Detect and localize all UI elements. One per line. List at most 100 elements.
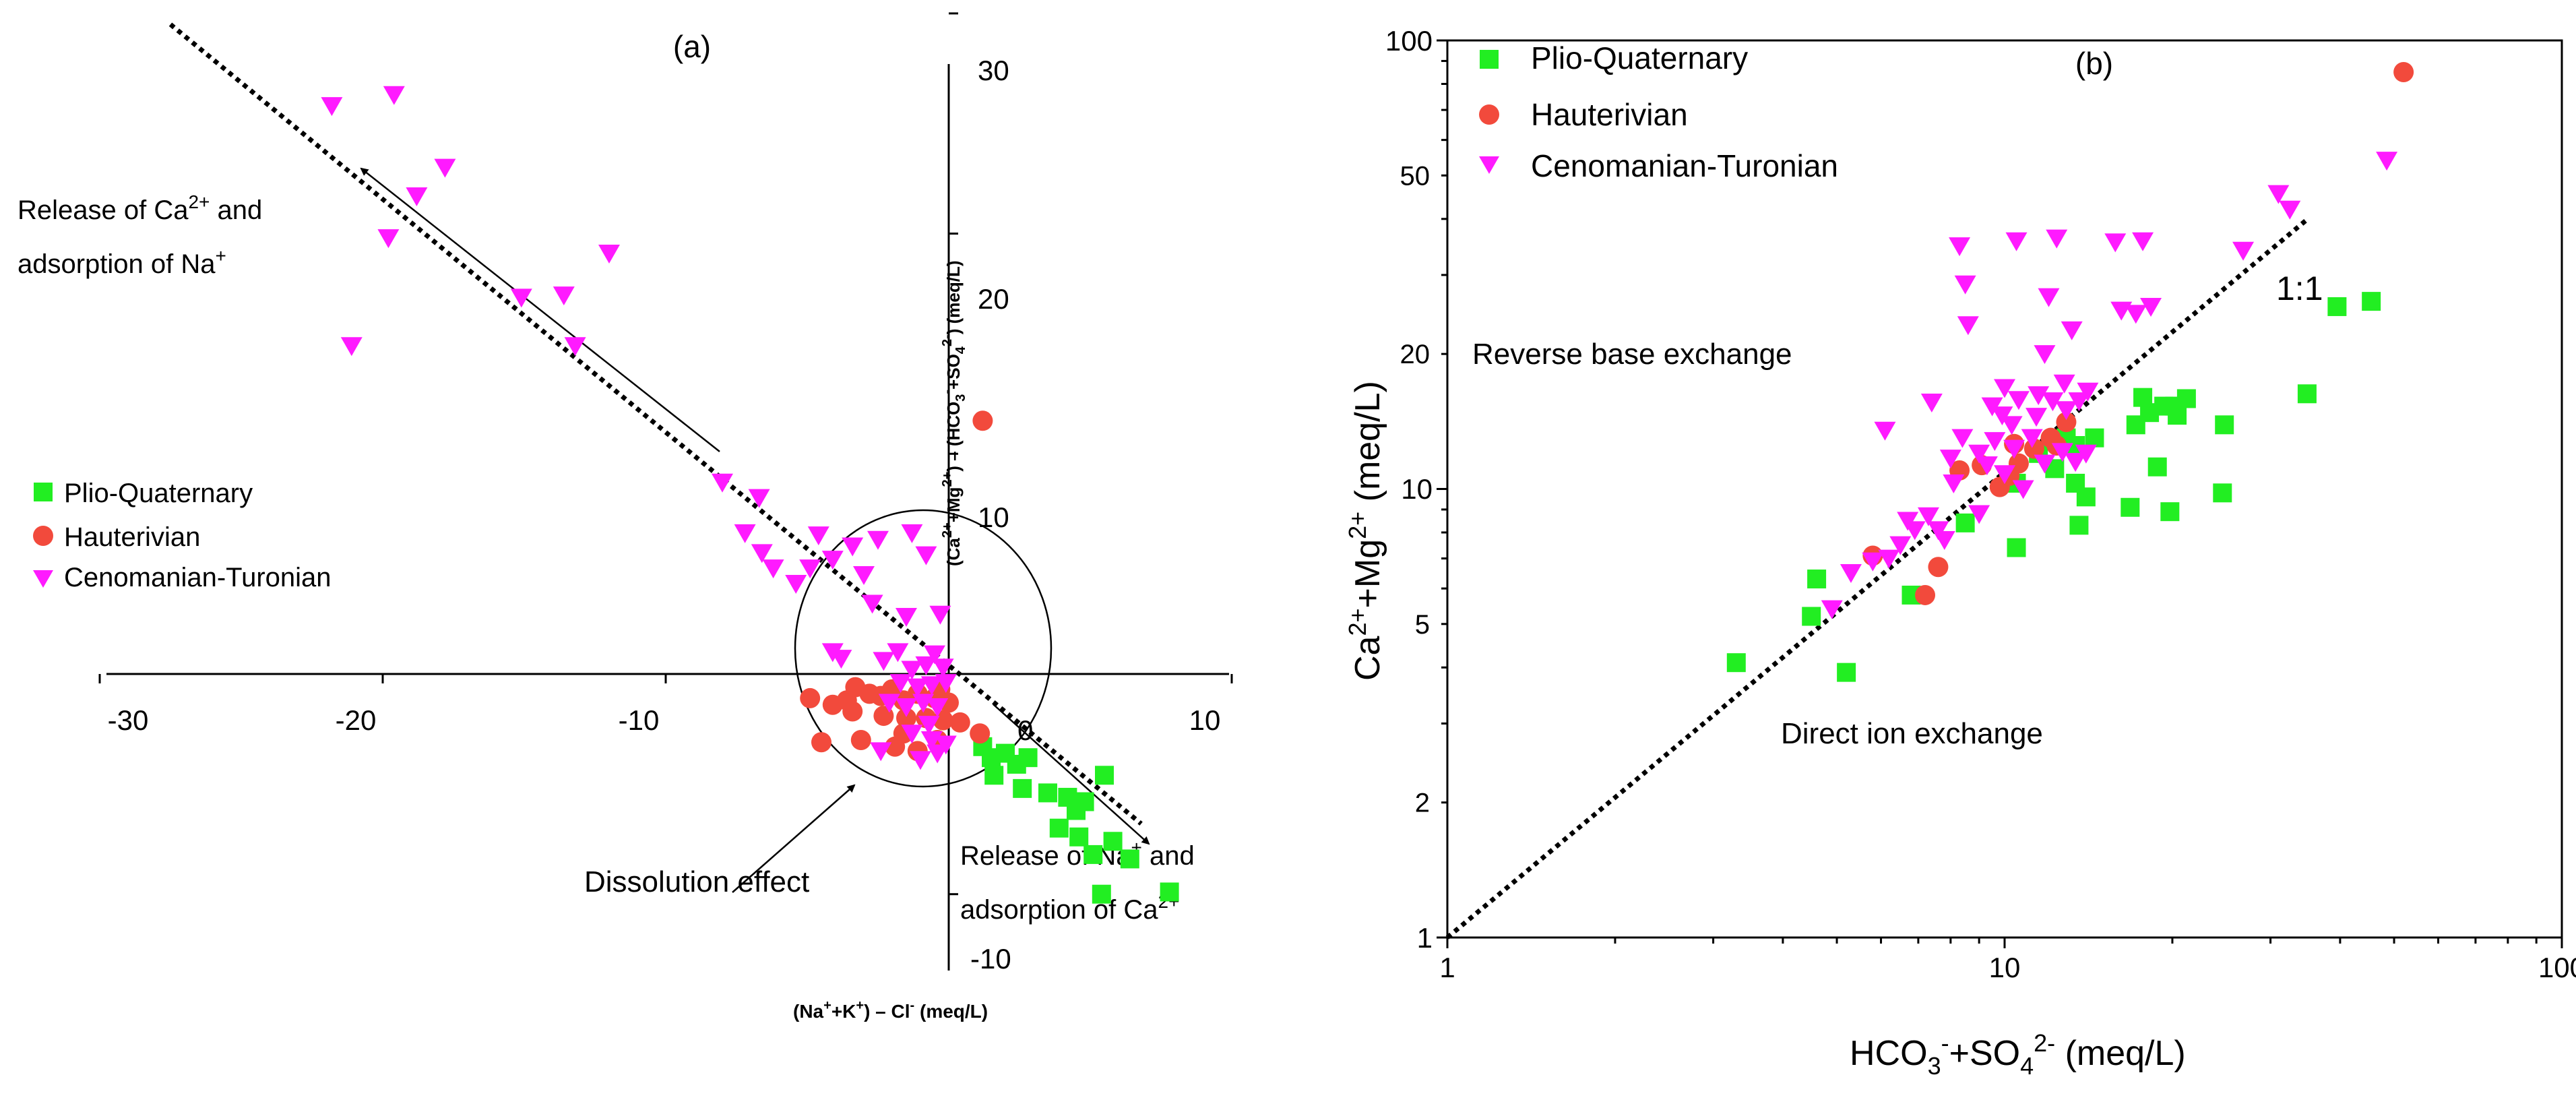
data-point-triangle-down [2376, 152, 2398, 171]
panel-a-dissolution-ellipse [794, 509, 1053, 788]
data-point-square [2133, 388, 2153, 407]
panel-b: (b) 2 5 20 50 1 10 100 100 10 1 HCO3-+SO42-… [1344, 25, 2576, 1080]
panel-a-x-tick-label: -20 [336, 704, 377, 736]
data-point-triangle-down [2068, 392, 2090, 412]
data-point-triangle-down [1994, 465, 2015, 485]
panel-b-one-to-one-line [1445, 217, 2310, 940]
data-point-square [1049, 818, 1069, 838]
data-point-triangle-down [1933, 531, 1955, 551]
data-point-triangle-down [1904, 521, 1926, 541]
panel-a-label: (a) [673, 29, 711, 64]
legend-marker-triangle [1479, 156, 1499, 174]
panel-a-arrow-release-na [993, 704, 1150, 845]
panel-a-y-tick-label: 20 [978, 283, 1009, 315]
data-point-square [1013, 778, 1032, 798]
data-point-triangle-down [564, 337, 586, 357]
data-point-triangle-down [918, 716, 940, 735]
data-point-triangle-down [2132, 232, 2154, 251]
data-point-square [1802, 607, 1821, 626]
data-point-square [2147, 457, 2167, 477]
data-point-triangle-down [553, 286, 575, 306]
panel-b-y-tick-label: 1 [1417, 922, 1433, 954]
legend-marker-circle [1479, 104, 1499, 125]
data-point-triangle-down [1976, 456, 1998, 476]
data-point-square [2213, 483, 2232, 503]
panel-a-points [321, 86, 1179, 904]
data-point-triangle-down [340, 337, 363, 357]
data-point-triangle-down [2053, 374, 2075, 394]
data-point-triangle-down [889, 674, 912, 694]
panel-a-annotation-dissolution: Dissolution effect [584, 865, 809, 898]
data-point-triangle-down [1878, 549, 1900, 569]
data-point-square [1837, 663, 1856, 682]
panel-a-y-tick-label: -10 [970, 943, 1011, 975]
data-point-circle [2023, 438, 2044, 459]
panel-b-annotation-reverse: Reverse base exchange [1472, 338, 1792, 371]
data-point-triangle-down [1862, 552, 1884, 572]
data-point-triangle-down [1968, 444, 1990, 464]
data-point-triangle-down [321, 97, 343, 117]
data-point-triangle-down [901, 725, 923, 744]
panel-a-annotation-adsorption-na: adsorption of Na+ [18, 245, 226, 279]
data-point-triangle-down [799, 559, 821, 579]
data-point-triangle-down [2075, 444, 2097, 464]
data-point-triangle-down [896, 698, 917, 718]
panel-b-x-label: HCO3-+SO42- (meq/L) [1850, 1029, 2186, 1080]
panel-a-y-tick-label: 10 [978, 501, 1009, 533]
data-point-triangle-down [821, 643, 844, 663]
data-point-square [1083, 844, 1103, 864]
data-point-circle [1928, 557, 1949, 578]
data-point-triangle-down [2001, 416, 2023, 435]
data-point-triangle-down [1984, 432, 2006, 452]
data-point-triangle-down [2003, 439, 2025, 459]
data-point-circle [972, 410, 993, 431]
data-point-triangle-down [929, 605, 951, 625]
data-point-triangle-down [2104, 233, 2127, 253]
data-point-triangle-down [2125, 305, 2147, 324]
panel-b-x-tick-label: 100 [2538, 952, 2576, 983]
data-point-triangle-down [2232, 241, 2255, 261]
panel-a-x-ticks [98, 674, 1233, 683]
data-point-square [2297, 384, 2317, 404]
data-point-square [1067, 801, 1086, 820]
data-point-triangle-down [2034, 345, 2056, 365]
data-point-triangle-down [1917, 507, 1939, 526]
panel-a-x-tick-label-first: -30 [108, 704, 149, 736]
panel-a-legend: Plio-Quaternary Hauterivian Cenomanian-T… [33, 479, 332, 592]
data-point-triangle-down [751, 544, 773, 563]
panel-a-annotation-release-ca: Release of Ca2+ and [18, 191, 262, 225]
panel-a-x-tick-label: -10 [619, 704, 660, 736]
panel-a-x-label: (Na++K+) – Cl- (meq/L) [793, 998, 988, 1022]
panel-b-label: (b) [2075, 46, 2113, 81]
panel-a-y-tick-label: 30 [978, 55, 1009, 86]
legend-marker-square [34, 483, 53, 501]
data-point-triangle-down [915, 656, 937, 675]
data-point-square [1018, 748, 1038, 768]
legend-marker-triangle [33, 570, 53, 588]
data-point-square [1807, 570, 1827, 589]
data-point-triangle-down [870, 742, 892, 762]
data-point-square [2176, 389, 2196, 408]
data-point-triangle-down [1874, 421, 1896, 441]
data-point-triangle-down [762, 559, 784, 579]
data-point-triangle-down [1951, 429, 1974, 448]
data-point-triangle-down [910, 751, 931, 770]
data-point-triangle-down [861, 594, 883, 614]
data-point-circle [2008, 453, 2029, 474]
legend-label: Hauterivian [1531, 97, 1688, 132]
data-point-circle [896, 708, 916, 729]
data-point-triangle-down [2012, 480, 2034, 499]
data-point-square [2215, 415, 2234, 435]
data-point-circle [800, 687, 821, 708]
panel-b-y-label: Ca2++Mg2+ (meq/L) [1344, 381, 1387, 681]
data-point-triangle-down [901, 660, 923, 680]
data-point-circle [811, 732, 831, 753]
data-point-square [1726, 653, 1746, 673]
data-point-square [1120, 849, 1139, 869]
panel-b-y-tick-label: 100 [1385, 25, 1433, 57]
data-point-triangle-down [1968, 505, 1990, 524]
data-point-triangle-down [906, 678, 929, 698]
panel-a-arrow-dissolution [732, 784, 856, 893]
legend-label: Plio-Quaternary [64, 479, 253, 508]
data-point-triangle-down [2028, 386, 2050, 406]
